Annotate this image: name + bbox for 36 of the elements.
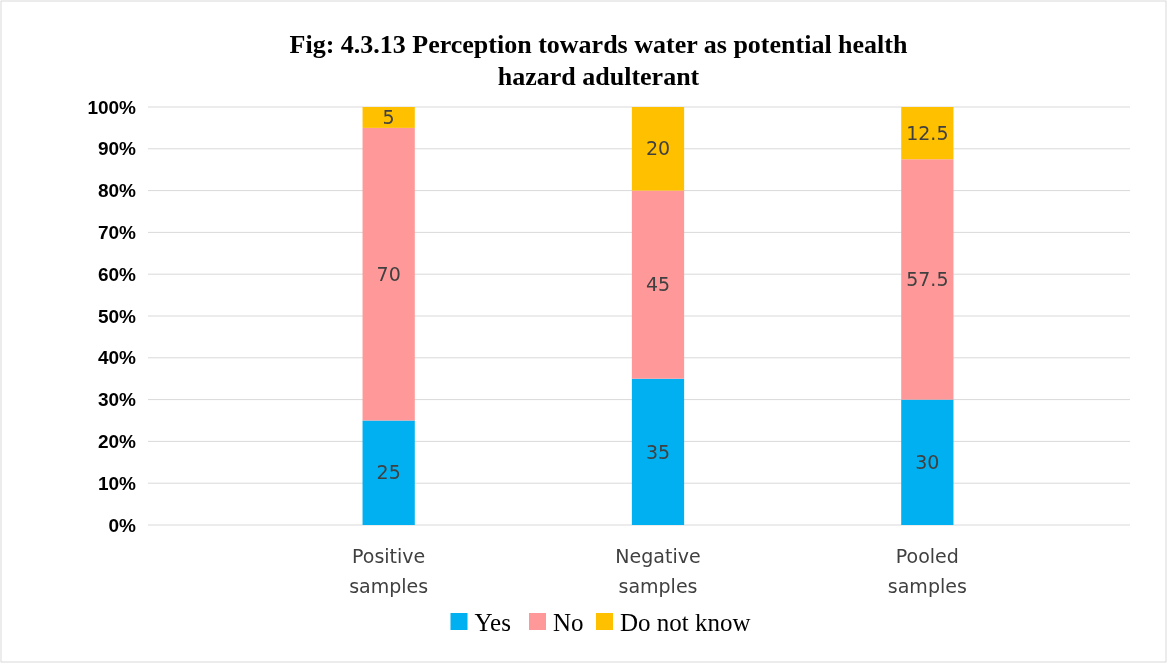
y-tick-label: 40% [97,347,137,369]
data-label: 12.5 [906,121,949,144]
bar [901,159,954,400]
legend-label: No [553,608,584,636]
bar [901,107,954,160]
bar [362,107,415,128]
bar [362,420,415,525]
legend-label: Do not know [620,608,751,636]
data-label: 70 [376,262,401,285]
y-tick-label: 30% [97,389,137,411]
data-label: 45 [645,273,671,296]
data-label: 30 [915,450,940,473]
y-tick-label: 0% [108,514,137,536]
bar [631,190,685,379]
data-label: 25 [376,461,401,484]
y-tick-label: 90% [97,138,137,160]
y-tick-label: 70% [97,222,137,244]
y-tick-label: 10% [97,472,137,494]
x-tick-label: Negative samples [615,545,701,597]
chart-title: Fig: 4.3.13 Perception towards water as potential health hazard adulterant [289,30,908,91]
data-label: 5 [382,106,395,129]
bar [362,127,415,421]
y-tick-label: 100% [87,96,137,118]
data-label: 57.5 [906,268,949,291]
y-tick-label: 50% [97,305,137,327]
legend-label: Yes [474,608,511,636]
x-tick-label: Pooled samples [887,545,967,597]
bar [631,378,685,525]
y-tick-label: 80% [97,180,137,202]
data-label: 35 [645,440,671,463]
y-tick-label: 20% [97,431,137,453]
bar [901,399,954,525]
data-label: 20 [645,137,671,160]
x-tick-label: Positive samples [349,545,429,597]
bar [631,107,685,191]
y-tick-label: 60% [97,263,137,285]
